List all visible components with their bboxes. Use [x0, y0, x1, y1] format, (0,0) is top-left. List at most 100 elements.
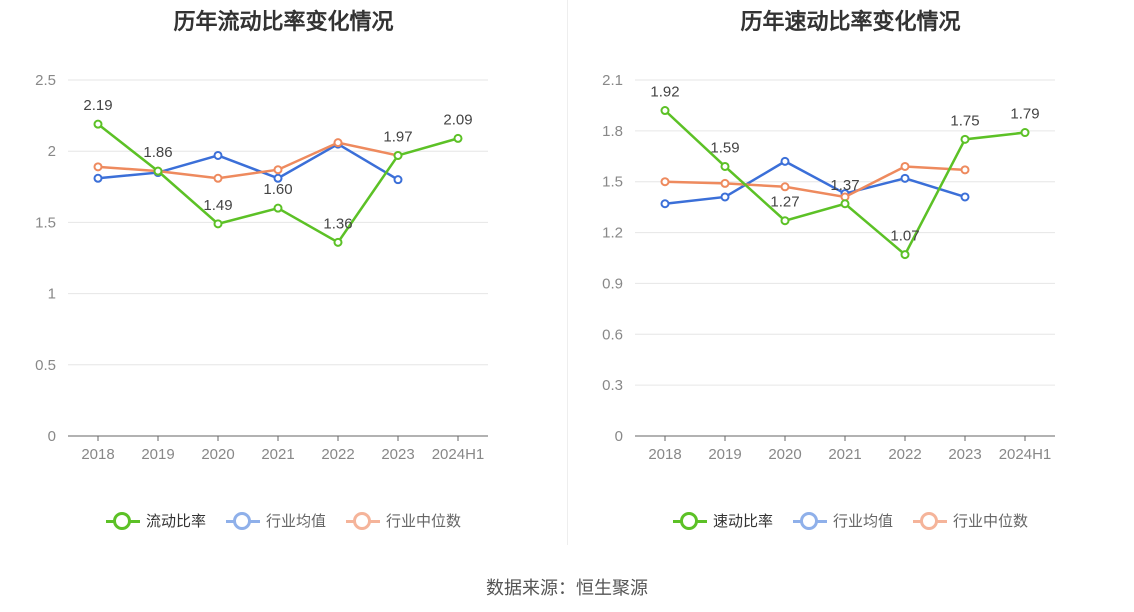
data-label: 1.75 — [950, 112, 979, 129]
data-point — [720, 192, 730, 202]
legend-item-series-3[interactable]: 行业中位数 — [913, 510, 1028, 531]
x-tick-label: 2023 — [948, 446, 981, 463]
x-tick-label: 2019 — [708, 446, 741, 463]
series-line — [97, 141, 399, 180]
y-tick-label: 2 — [48, 143, 56, 160]
data-label: 1.92 — [650, 84, 679, 101]
data-point — [213, 173, 223, 183]
chart-title: 历年速动比率变化情况 — [740, 9, 961, 34]
legend-label: 行业均值 — [832, 513, 893, 530]
y-tick-label: 2.1 — [602, 72, 623, 89]
x-tick-label: 2018 — [648, 446, 681, 463]
legend-label: 流动比率 — [145, 513, 206, 530]
y-tick-label: 0 — [48, 428, 56, 445]
data-point — [333, 138, 343, 148]
data-label: 1.37 — [830, 177, 859, 194]
data-label: 1.86 — [143, 144, 172, 161]
legend-line-circle-icon — [672, 511, 707, 530]
legend-item-series-2[interactable]: 行业均值 — [792, 510, 893, 531]
series-line — [664, 159, 966, 205]
quick-ratio-chart: 历年速动比率变化情况 0 0.3 0.6 0.9 1.2 1.5 1.8 2.1 2018 201… — [567, 0, 1134, 545]
legend-item-series-2[interactable]: 行业均值 — [225, 510, 326, 531]
data-point — [660, 106, 670, 116]
data-point — [333, 237, 343, 247]
panel-divider — [567, 0, 568, 545]
x-tick-label: 2020 — [768, 446, 801, 463]
data-source-note: 数据来源：恒生聚源 — [486, 578, 648, 598]
legend-item-series-1[interactable]: 速动比率 — [672, 510, 773, 531]
data-label: 2.09 — [443, 111, 472, 128]
legend-line-circle-icon — [105, 511, 140, 530]
series-line — [97, 142, 399, 181]
x-tick-label: 2021 — [261, 446, 294, 463]
data-point — [900, 250, 910, 260]
y-tick-label: 2.5 — [35, 72, 56, 89]
y-tick-label: 0.9 — [602, 275, 623, 292]
data-point — [93, 162, 103, 172]
data-point — [960, 165, 970, 175]
data-point — [273, 165, 283, 175]
x-tick-label: 2022 — [321, 446, 354, 463]
series-line — [664, 165, 966, 199]
data-point — [273, 173, 283, 183]
data-point — [720, 161, 730, 171]
y-tick-label: 0.3 — [602, 377, 623, 394]
data-point — [780, 216, 790, 226]
data-label: 2.19 — [83, 97, 112, 114]
data-label: 1.79 — [1010, 106, 1039, 123]
data-point — [660, 199, 670, 209]
data-point — [660, 177, 670, 187]
data-label: 1.49 — [203, 197, 232, 214]
data-point — [393, 150, 403, 160]
chart-title: 历年流动比率变化情况 — [173, 9, 394, 34]
chart-plot: 0 0.3 0.6 0.9 1.2 1.5 1.8 2.1 2018 2019 2020 2021 20… — [602, 72, 1055, 463]
y-tick-label: 1.5 — [35, 214, 56, 231]
data-point — [720, 178, 730, 188]
chart-plot: 0 0.5 1 1.5 2 2.5 2018 2019 2020 2021 2022 2023 2024… — [35, 72, 488, 463]
legend-line-circle-icon — [913, 511, 947, 530]
data-point — [840, 199, 850, 209]
y-tick-label: 0.5 — [35, 357, 56, 374]
y-tick-label: 1.2 — [602, 225, 623, 242]
legend-item-series-3[interactable]: 行业中位数 — [346, 510, 461, 531]
y-tick-label: 1.5 — [602, 174, 623, 191]
legend-label: 行业中位数 — [953, 513, 1029, 530]
data-point — [780, 156, 790, 166]
legend-item-series-1[interactable]: 流动比率 — [105, 510, 206, 531]
legend-line-circle-icon — [225, 511, 260, 530]
data-point — [780, 182, 790, 192]
chart-legend: 流动比率 行业均值 行业中位数 — [0, 510, 567, 531]
data-label: 1.36 — [323, 215, 352, 232]
data-point — [960, 192, 970, 202]
data-point — [900, 161, 910, 171]
data-point — [213, 219, 223, 229]
x-tick-label: 2019 — [141, 446, 174, 463]
data-label: 1.59 — [710, 139, 739, 156]
x-tick-label: 2023 — [381, 446, 414, 463]
y-tick-label: 0 — [615, 428, 623, 445]
x-tick-label: 2020 — [201, 446, 234, 463]
data-point — [393, 175, 403, 185]
current-ratio-chart: 历年流动比率变化情况 0 0.5 1 1.5 2 2.5 2018 2019 2020 2021 2… — [0, 0, 567, 545]
data-label: 1.27 — [770, 194, 799, 211]
legend-label: 速动比率 — [712, 513, 773, 530]
data-point — [1020, 128, 1030, 138]
data-point — [93, 119, 103, 129]
data-point — [900, 173, 910, 183]
y-tick-label: 0.6 — [602, 326, 623, 343]
data-point — [273, 203, 283, 213]
x-tick-label: 2024H1 — [432, 446, 485, 463]
chart-legend: 速动比率 行业均值 行业中位数 — [567, 510, 1134, 531]
legend-line-circle-icon — [792, 511, 827, 530]
legend-label: 行业中位数 — [386, 513, 462, 530]
y-tick-label: 1.8 — [602, 123, 623, 140]
x-tick-label: 2022 — [888, 446, 921, 463]
y-tick-label: 1 — [48, 286, 56, 303]
data-point — [453, 133, 463, 143]
data-point — [153, 166, 163, 176]
data-label: 1.07 — [890, 228, 919, 245]
data-point — [93, 173, 103, 183]
data-label: 1.97 — [383, 128, 412, 145]
x-tick-label: 2021 — [828, 446, 861, 463]
x-tick-label: 2024H1 — [999, 446, 1052, 463]
